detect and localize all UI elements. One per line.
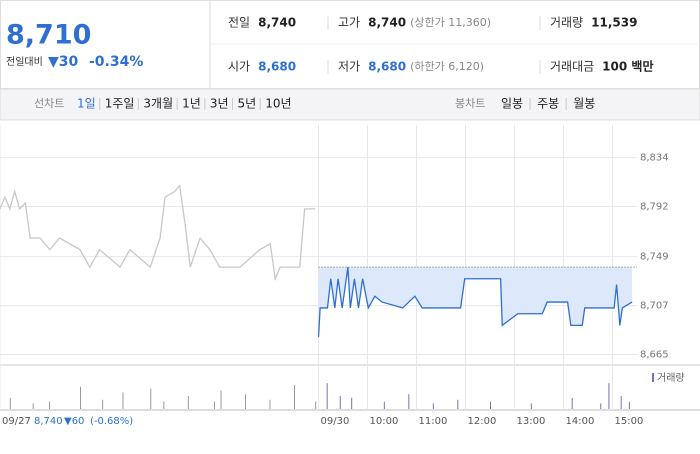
x-tick-label: 09/30	[321, 416, 350, 427]
price-line	[317, 267, 633, 338]
period-tab[interactable]: 3년	[210, 97, 229, 111]
candle-tab[interactable]: 주봉	[537, 97, 559, 111]
period-tab[interactable]: 3개월	[143, 97, 173, 111]
volume-bar	[122, 392, 124, 409]
volume-bar	[245, 394, 246, 409]
stat-value: 8,680	[368, 60, 406, 74]
volume-bar	[432, 403, 434, 409]
change: ▼30	[48, 54, 79, 70]
x-tick-label: 11:00	[419, 416, 448, 427]
stat-label: 전일	[228, 16, 250, 30]
volume-bar	[383, 401, 385, 409]
volume-bar	[571, 397, 573, 409]
x-tick-label: 12:00	[468, 416, 497, 427]
volume-bar	[490, 401, 491, 409]
stat-value: 11,539	[591, 16, 637, 30]
y-tick-label: 8,792	[640, 202, 669, 213]
volume-bar	[339, 396, 341, 409]
footer-pct: (-0.68%)	[90, 416, 133, 427]
y-tick-label: 8,834	[640, 153, 669, 164]
volume-bar	[600, 403, 602, 409]
stat-note: (하한가 6,120)	[410, 59, 484, 73]
change-pct: -0.34%	[89, 54, 143, 70]
change-label: 전일대비	[6, 56, 43, 68]
period-tab[interactable]: 1년	[182, 97, 201, 111]
footer-price: 8,740	[34, 416, 63, 427]
tab-label: 봉차트	[455, 97, 485, 110]
volume-bar	[102, 399, 104, 409]
legend-swatch	[652, 373, 654, 382]
volume-bar	[408, 394, 410, 409]
volume-bar	[608, 383, 610, 409]
stat-label: 고가	[338, 16, 360, 30]
x-tick-label: 10:00	[370, 416, 399, 427]
candle-tab[interactable]: 일봉	[501, 97, 523, 111]
period-tab[interactable]: 10년	[265, 97, 291, 111]
chart-area	[0, 120, 700, 410]
stat-label: 거래대금	[550, 60, 594, 74]
period-tab[interactable]: 5년	[238, 97, 257, 111]
stat-value: 8,680	[258, 60, 296, 74]
stat-value: 8,740	[368, 16, 406, 30]
volume-bar	[530, 403, 532, 409]
price: 8,710	[6, 20, 91, 51]
volume-bar	[32, 403, 34, 409]
volume-bar	[150, 388, 152, 409]
volume-bar	[351, 397, 353, 409]
y-tick-label: 8,665	[640, 350, 669, 361]
volume-bar	[457, 399, 459, 409]
tab-label: 선차트	[34, 97, 64, 110]
legend-label: 거래량	[657, 372, 685, 384]
volume-bar	[9, 397, 11, 409]
x-tick-label: 15:00	[615, 416, 644, 427]
volume-bar	[269, 399, 271, 409]
period-tab[interactable]: 1주일	[105, 97, 135, 111]
stat-label: 거래량	[550, 16, 583, 30]
volume-bar	[326, 383, 328, 409]
y-tick-label: 8,749	[640, 252, 669, 263]
volume-bar	[220, 390, 222, 409]
volume-bar	[49, 401, 50, 409]
x-tick-label: 09/27	[2, 416, 31, 427]
volume-bar	[294, 384, 295, 409]
stat-value: 8,740	[258, 16, 296, 30]
volume-bar	[80, 386, 82, 409]
stat-value: 100 백만	[602, 59, 653, 74]
area	[318, 267, 633, 338]
volume-bar	[628, 401, 630, 409]
x-tick-label: 13:00	[517, 416, 546, 427]
volume-bar	[213, 401, 215, 409]
period-tab[interactable]: 1일	[77, 97, 96, 111]
volume-bar	[620, 396, 622, 409]
stat-label: 시가	[228, 60, 250, 74]
volume-bar	[187, 396, 189, 409]
stat-note: (상한가 11,360)	[410, 16, 491, 29]
volume-bar	[315, 401, 317, 409]
tab-bar	[0, 88, 700, 121]
stat-label: 저가	[338, 60, 360, 74]
candle-tab[interactable]: 월봉	[573, 97, 595, 111]
footer-change: ▼60	[64, 416, 84, 427]
volume-bar	[163, 401, 165, 409]
x-tick-label: 14:00	[566, 416, 595, 427]
y-tick-label: 8,707	[640, 301, 669, 312]
price-line	[0, 184, 316, 282]
